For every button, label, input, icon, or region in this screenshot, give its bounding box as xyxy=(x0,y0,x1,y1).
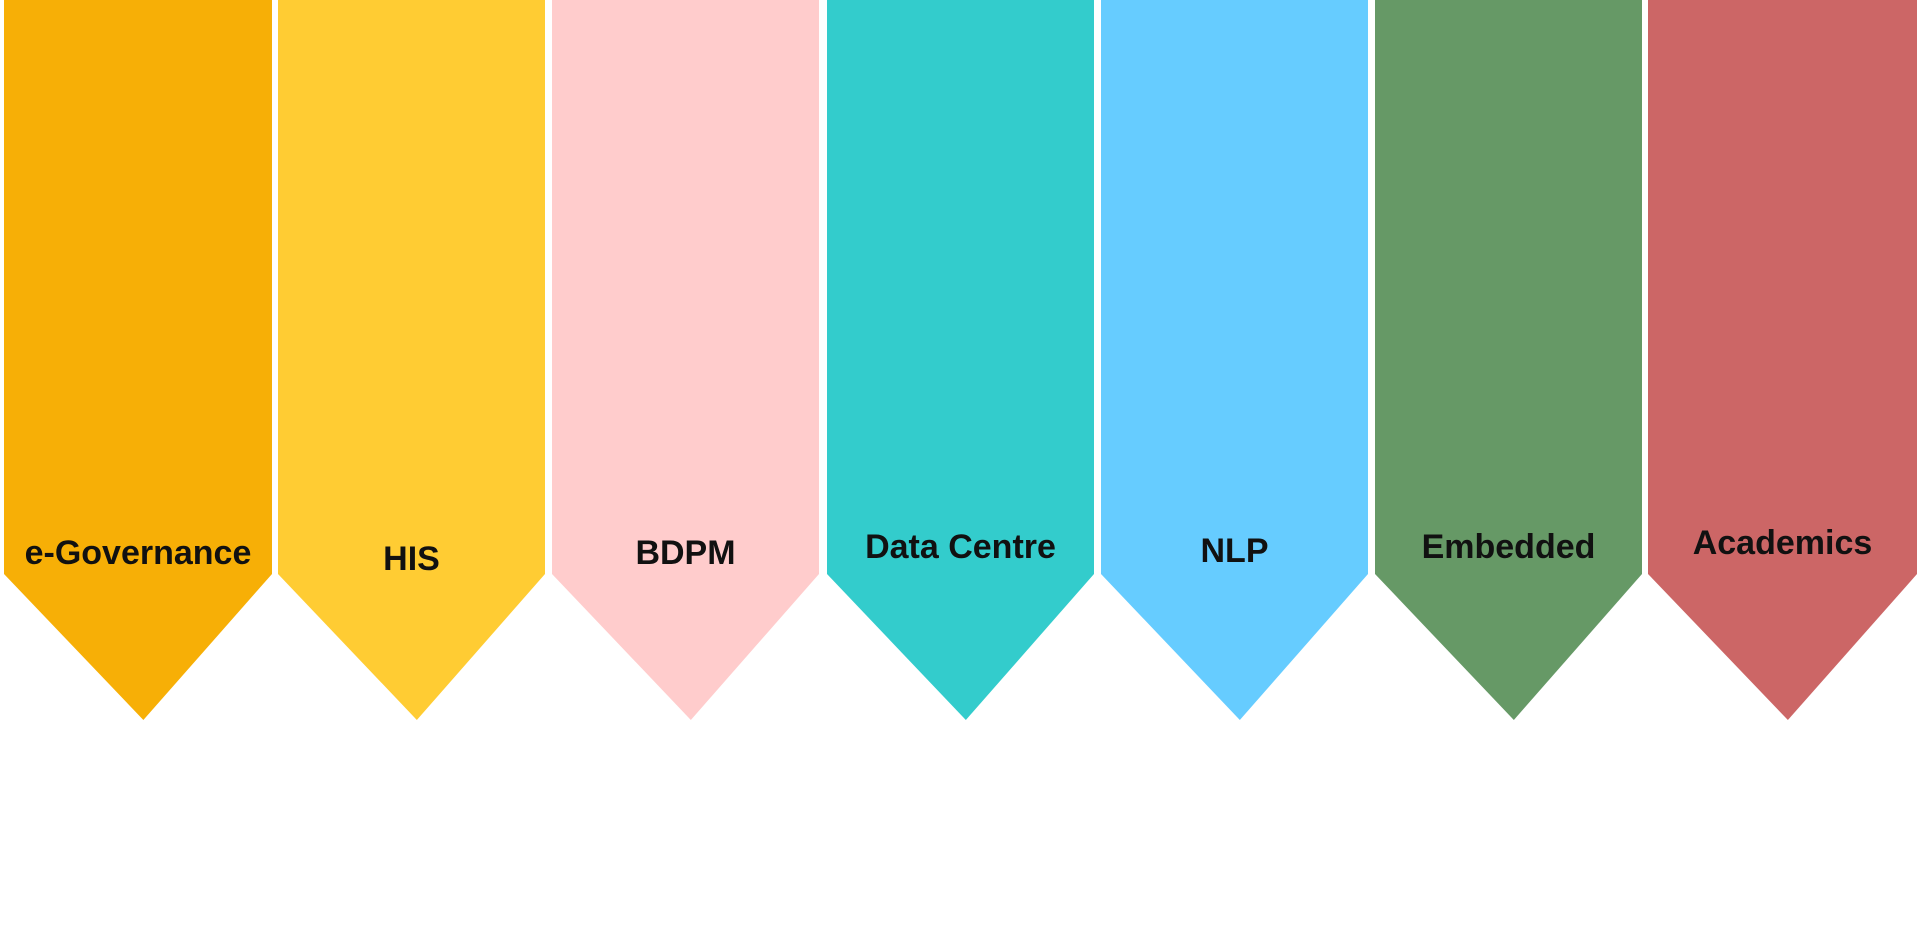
arrow-label-nlp: NLP xyxy=(1200,532,1269,570)
arrow-embedded: Embedded xyxy=(1375,0,1642,720)
arrow-label-data-centre: Data Centre xyxy=(865,528,1056,566)
arrow-bdpm: BDPM xyxy=(552,0,819,720)
arrow-his: HIS xyxy=(278,0,545,720)
arrow-label-academics: Academics xyxy=(1692,524,1873,562)
arrow-nlp: NLP xyxy=(1101,0,1368,720)
arrow-label-embedded: Embedded xyxy=(1421,528,1596,566)
arrow-label-e-governance: e-Governance xyxy=(24,534,252,572)
arrow-academics: Academics xyxy=(1648,0,1917,720)
arrow-label-bdpm: BDPM xyxy=(635,534,736,572)
arrow-data-centre: Data Centre xyxy=(827,0,1094,720)
arrow-e-governance: e-Governance xyxy=(4,0,272,720)
arrow-label-his: HIS xyxy=(383,540,440,578)
